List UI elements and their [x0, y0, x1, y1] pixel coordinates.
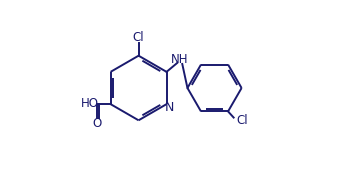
Text: N: N — [165, 101, 174, 114]
Text: Cl: Cl — [237, 114, 249, 127]
Text: O: O — [93, 117, 102, 130]
Text: HO: HO — [81, 97, 99, 110]
Text: Cl: Cl — [133, 31, 144, 44]
Text: NH: NH — [171, 53, 188, 66]
